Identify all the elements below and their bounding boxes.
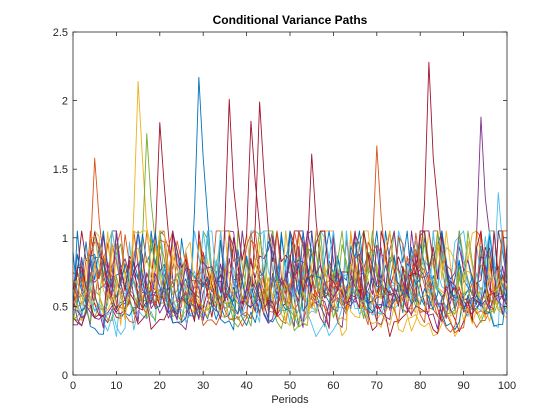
variance-path-line (72, 192, 508, 338)
x-tick-label: 0 (70, 380, 76, 392)
x-tick-label: 60 (327, 380, 339, 392)
y-tick-label: 0 (62, 370, 68, 382)
axes-layer: 0 10 20 30 40 50 60 70 80 90 100 0 0.5 1 1.5 2 2.5 (53, 27, 516, 392)
y-tick-label: 0.5 (53, 301, 68, 313)
x-axis-label: Periods (271, 394, 309, 406)
variance-path-line (72, 230, 508, 323)
variance-path-line (72, 230, 508, 329)
x-tick-label: 90 (457, 380, 469, 392)
x-tick-label: 100 (498, 380, 516, 392)
variance-path-line (72, 230, 508, 334)
variance-path-line (72, 230, 507, 333)
variance-path-line (72, 133, 508, 330)
x-tick-label: 20 (154, 380, 166, 392)
y-tick-label: 2 (62, 96, 68, 108)
x-tick-label: 40 (240, 380, 252, 392)
x-tick-label: 50 (284, 380, 296, 392)
variance-path-line (72, 230, 508, 330)
y-tick-label: 2.5 (53, 27, 68, 39)
variance-path-line (72, 230, 508, 332)
chart-title: Conditional Variance Paths (213, 13, 368, 27)
variance-path-line (72, 230, 508, 332)
x-tick-label: 30 (197, 380, 209, 392)
x-tick-label: 80 (414, 380, 426, 392)
y-tick-label: 1 (62, 233, 68, 245)
x-tick-label: 10 (110, 380, 122, 392)
series-layer (72, 61, 508, 338)
y-tick-label: 1.5 (53, 164, 68, 176)
x-tick-label: 70 (371, 380, 383, 392)
